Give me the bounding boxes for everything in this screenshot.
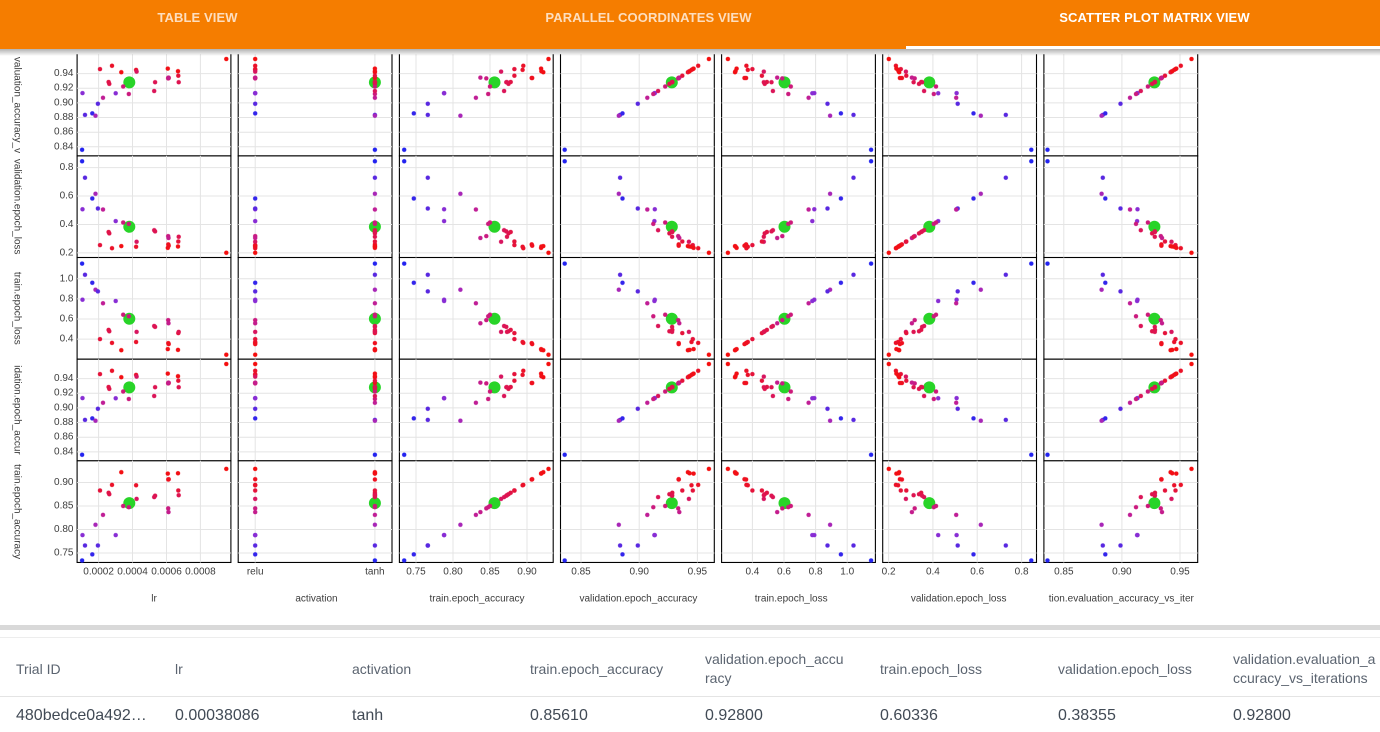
svg-text:0.86: 0.86 [54,432,74,443]
svg-text:0.2: 0.2 [60,247,74,258]
svg-text:validation.epoch_loss: validation.epoch_loss [12,159,23,255]
svg-text:0.6: 0.6 [777,567,791,578]
svg-text:0.88: 0.88 [54,112,74,123]
svg-text:0.84: 0.84 [54,141,74,152]
svg-text:0.4: 0.4 [926,567,940,578]
svg-text:relu: relu [247,567,264,578]
svg-text:0.8: 0.8 [809,567,823,578]
svg-text:validation.epoch_loss: validation.epoch_loss [911,594,1007,605]
svg-text:0.4: 0.4 [745,567,759,578]
svg-text:0.6: 0.6 [970,567,984,578]
svg-text:0.95: 0.95 [1170,567,1190,578]
svg-text:0.90: 0.90 [54,402,74,413]
svg-text:0.85: 0.85 [571,567,591,578]
svg-text:0.94: 0.94 [54,68,74,79]
svg-text:0.0002: 0.0002 [83,567,114,578]
svg-text:0.86: 0.86 [54,127,74,138]
svg-text:0.85: 0.85 [54,501,74,512]
svg-text:train.epoch_accuracy: train.epoch_accuracy [12,464,23,559]
svg-text:0.4: 0.4 [60,219,74,230]
svg-text:tanh: tanh [365,567,384,578]
svg-text:train.epoch_loss: train.epoch_loss [12,272,23,345]
svg-text:0.85: 0.85 [480,567,500,578]
svg-text:0.6: 0.6 [60,314,74,325]
svg-text:validation.epoch_accuracy: validation.epoch_accuracy [579,594,697,605]
svg-text:0.0004: 0.0004 [117,567,148,578]
svg-text:activation: activation [295,594,337,605]
svg-text:0.0006: 0.0006 [151,567,182,578]
svg-text:0.4: 0.4 [60,334,74,345]
svg-text:0.80: 0.80 [54,524,74,535]
svg-text:0.8: 0.8 [60,162,74,173]
svg-text:train.epoch_loss: train.epoch_loss [755,594,828,605]
svg-text:0.95: 0.95 [688,567,708,578]
svg-text:0.92: 0.92 [54,388,74,399]
svg-text:0.94: 0.94 [54,373,74,384]
svg-text:0.90: 0.90 [517,567,537,578]
svg-text:0.92: 0.92 [54,83,74,94]
svg-text:0.90: 0.90 [54,477,74,488]
svg-text:valuation_accuracy_v: valuation_accuracy_v [12,57,23,153]
svg-text:1.0: 1.0 [60,273,74,284]
svg-text:0.0008: 0.0008 [185,567,216,578]
svg-text:0.90: 0.90 [1112,567,1132,578]
svg-text:train.epoch_accuracy: train.epoch_accuracy [429,594,524,605]
svg-text:lr: lr [151,594,157,605]
svg-text:0.90: 0.90 [629,567,649,578]
svg-text:0.84: 0.84 [54,446,74,457]
svg-text:idation.epoch_accur: idation.epoch_accur [12,365,23,455]
svg-text:tion.evaluation_accuracy_vs_it: tion.evaluation_accuracy_vs_iter [1049,594,1195,605]
svg-text:0.2: 0.2 [882,567,896,578]
svg-text:0.80: 0.80 [443,567,463,578]
svg-text:0.8: 0.8 [60,293,74,304]
svg-text:0.85: 0.85 [1054,567,1074,578]
svg-text:0.90: 0.90 [54,97,74,108]
svg-text:0.8: 0.8 [1015,567,1029,578]
svg-text:0.88: 0.88 [54,417,74,428]
svg-text:0.75: 0.75 [54,548,74,559]
svg-text:0.6: 0.6 [60,191,74,202]
svg-text:1.0: 1.0 [840,567,854,578]
svg-text:0.75: 0.75 [406,567,426,578]
